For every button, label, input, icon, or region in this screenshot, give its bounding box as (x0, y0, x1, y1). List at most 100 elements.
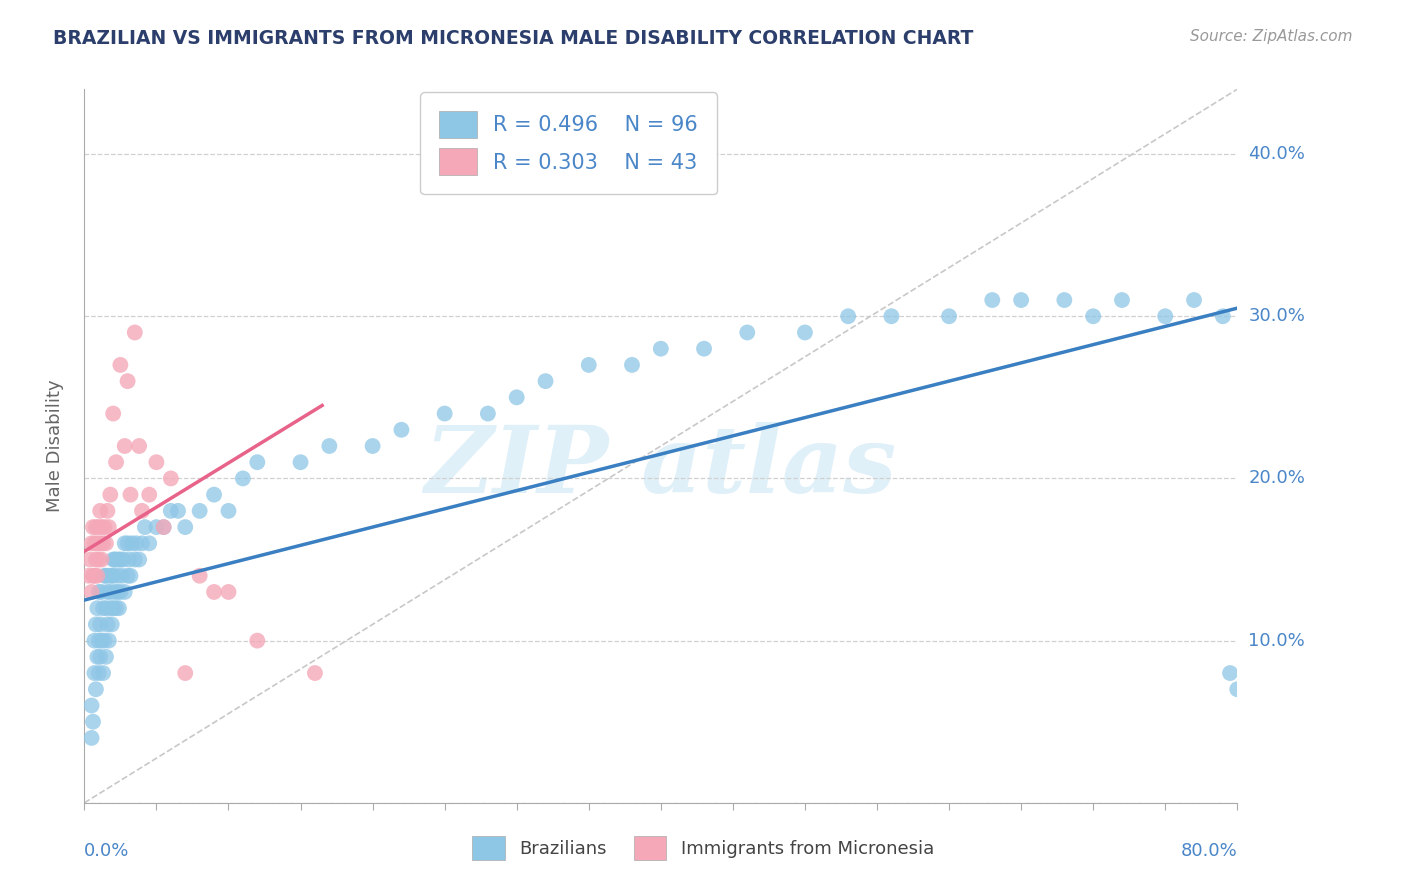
Point (361, 439, 384, 453)
Point (167, 504, 190, 518)
Point (103, 407, 124, 421)
Point (202, 488, 225, 502)
Point (621, 358, 644, 372)
Point (89, 649, 111, 664)
Point (90, 520, 112, 534)
Point (145, 520, 167, 534)
Point (134, 520, 156, 534)
Point (1111, 293, 1133, 307)
Point (94, 568, 117, 582)
Point (118, 552, 141, 566)
Point (174, 666, 197, 681)
Point (1219, 666, 1241, 681)
Point (112, 552, 135, 566)
Point (87, 633, 110, 648)
Point (391, 423, 413, 437)
Point (93, 633, 115, 648)
Point (80, 698, 103, 713)
Point (880, 310, 903, 324)
Point (1182, 293, 1205, 307)
Point (160, 471, 183, 485)
Point (110, 552, 132, 566)
Point (981, 293, 1004, 307)
Point (693, 342, 716, 356)
Point (91, 601, 114, 615)
Point (737, 326, 759, 340)
Point (83, 666, 105, 681)
Point (94, 649, 117, 664)
Legend: R = 0.496    N = 96, R = 0.303    N = 43: R = 0.496 N = 96, R = 0.303 N = 43 (420, 93, 717, 194)
Point (97, 520, 120, 534)
Point (110, 358, 132, 372)
Point (114, 536, 136, 550)
Point (87, 585, 110, 599)
Point (80, 731, 103, 745)
Point (477, 407, 499, 421)
Point (1154, 310, 1177, 324)
Point (152, 520, 174, 534)
Point (100, 617, 122, 632)
Point (94, 536, 117, 550)
Point (128, 552, 150, 566)
Text: Source: ZipAtlas.com: Source: ZipAtlas.com (1189, 29, 1353, 44)
Point (91, 536, 114, 550)
Point (83, 633, 105, 648)
Point (117, 568, 139, 582)
Point (93, 520, 115, 534)
Point (89, 536, 111, 550)
Point (160, 504, 183, 518)
Point (107, 585, 129, 599)
Point (86, 601, 108, 615)
Point (650, 342, 672, 356)
Point (100, 568, 122, 582)
Point (84, 552, 107, 566)
Point (145, 455, 167, 469)
Point (103, 601, 124, 615)
Point (218, 585, 240, 599)
Point (86, 649, 108, 664)
Point (96, 617, 118, 632)
Text: BRAZILIAN VS IMMIGRANTS FROM MICRONESIA MALE DISABILITY CORRELATION CHART: BRAZILIAN VS IMMIGRANTS FROM MICRONESIA … (53, 29, 974, 47)
Point (82, 568, 104, 582)
Point (290, 455, 312, 469)
Point (794, 326, 817, 340)
Point (103, 568, 124, 582)
Point (128, 439, 150, 453)
Point (174, 520, 197, 534)
Point (98, 488, 121, 502)
Point (120, 568, 142, 582)
Point (98, 601, 121, 615)
Point (124, 552, 146, 566)
Point (188, 568, 211, 582)
Point (124, 326, 146, 340)
Point (1212, 310, 1234, 324)
Point (87, 552, 110, 566)
Point (84, 617, 107, 632)
Text: 30.0%: 30.0% (1249, 307, 1305, 326)
Point (84, 682, 107, 697)
Point (578, 358, 600, 372)
Text: 0.0%: 0.0% (84, 842, 129, 860)
Point (105, 455, 128, 469)
Point (94, 601, 117, 615)
Point (110, 585, 132, 599)
Point (506, 390, 529, 404)
Point (120, 488, 142, 502)
Point (125, 536, 148, 550)
Point (246, 455, 269, 469)
Point (304, 666, 326, 681)
Point (1010, 293, 1032, 307)
Text: 80.0%: 80.0% (1181, 842, 1237, 860)
Point (91, 666, 114, 681)
Point (1083, 310, 1105, 324)
Point (105, 601, 128, 615)
Point (108, 601, 131, 615)
Point (138, 536, 160, 550)
Point (82, 520, 104, 534)
Point (107, 568, 129, 582)
Point (96, 504, 118, 518)
Point (433, 407, 456, 421)
Point (87, 520, 110, 534)
Point (90, 585, 112, 599)
Point (152, 520, 174, 534)
